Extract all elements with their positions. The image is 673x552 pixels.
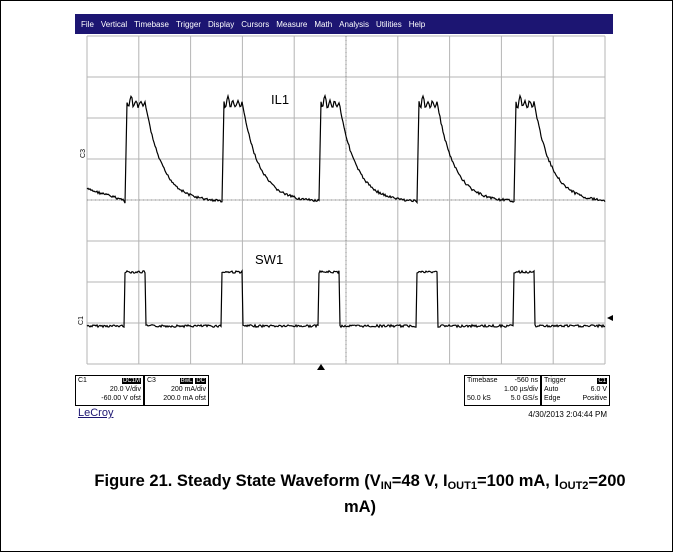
c3-name: C3: [147, 377, 156, 384]
figure-caption: Figure 21. Steady State Waveform (VIN=48…: [90, 471, 630, 518]
menu-item-math[interactable]: Math: [314, 19, 333, 29]
menu-item-measure[interactable]: Measure: [276, 19, 308, 29]
c3-vdiv: 200 mA/div: [170, 386, 206, 393]
timebase-samples: 50.0 kS: [467, 395, 491, 402]
trace-il1: [86, 93, 606, 205]
caption-vin-sub: IN: [380, 480, 392, 492]
trigger-level: 6.0 V: [590, 386, 607, 393]
trace-label-sw1: SW1: [255, 252, 284, 267]
c3-coupling-badge: DC: [195, 378, 206, 384]
timebase-tdiv: 1.00 µs/div: [504, 386, 538, 393]
timebase-position: -560 ns: [514, 377, 538, 384]
menu-item-analysis[interactable]: Analysis: [339, 19, 369, 29]
c3-offset: 200.0 mA ofst: [163, 395, 206, 402]
waveform-display: [86, 35, 613, 370]
trigger-label: Trigger: [544, 377, 566, 384]
menu-item-trigger[interactable]: Trigger: [175, 19, 201, 29]
menu-item-utilities[interactable]: Utilities: [375, 19, 402, 29]
lecroy-logo: LeCroy: [78, 407, 114, 419]
c1-coupling-badge: DC1M: [121, 378, 141, 384]
c1-offset: -60.00 V ofst: [101, 395, 141, 402]
caption-iout1-val: =100 mA, I: [476, 472, 560, 490]
trigger-box: Trigger C1 Auto 6.0 V Edge Positive: [541, 375, 610, 406]
timebase-rate: 5.0 GS/s: [510, 395, 538, 402]
menu-item-cursors[interactable]: Cursors: [241, 19, 270, 29]
menu-item-vertical[interactable]: Vertical: [100, 19, 128, 29]
menu-item-timebase[interactable]: Timebase: [134, 19, 169, 29]
menu-item-display[interactable]: Display: [208, 19, 235, 29]
trigger-level-marker: [607, 315, 613, 321]
capture-timestamp: 4/30/2013 2:04:44 PM: [528, 410, 607, 419]
timebase-box: Timebase -560 ns 1.00 µs/div 50.0 kS 5.0…: [464, 375, 541, 406]
trigger-mode: Auto: [544, 386, 559, 393]
channel-marker-c1: C1: [77, 316, 85, 325]
caption-iout1-sub: OUT1: [447, 480, 477, 492]
trigger-type: Edge: [544, 395, 561, 402]
c3-bwl-badge: BwL: [179, 378, 194, 384]
trigger-source-badge: C1: [597, 378, 607, 384]
caption-iout2-val: =200 mA): [343, 472, 626, 516]
menu-item-help[interactable]: Help: [408, 19, 426, 29]
caption-iout2-sub: OUT2: [559, 480, 589, 492]
channel-marker-c3: C3: [79, 149, 87, 158]
timebase-label: Timebase: [467, 377, 498, 384]
trace-label-il1: IL1: [271, 92, 290, 107]
menu-item-file[interactable]: File: [81, 19, 94, 29]
c1-vdiv: 20.0 V/div: [109, 386, 141, 393]
trace-sw1: [86, 269, 606, 329]
c1-name: C1: [78, 377, 87, 384]
trigger-slope: Positive: [582, 395, 607, 402]
trigger-position-marker: [317, 364, 325, 370]
caption-vin-val: =48 V, I: [391, 472, 448, 490]
caption-prefix: Figure 21. Steady State Waveform (V: [94, 472, 381, 490]
c1-settings-box: C1 DC1M 20.0 V/div -60.00 V ofst: [75, 375, 144, 406]
scope-menubar: File Vertical Timebase Trigger Display Cursor…: [75, 14, 613, 34]
c3-settings-box: C3 BwL DC 200 mA/div 200.0 mA ofst: [144, 375, 209, 406]
oscilloscope-screenshot: File Vertical Timebase Trigger Display Cursor…: [75, 14, 613, 426]
